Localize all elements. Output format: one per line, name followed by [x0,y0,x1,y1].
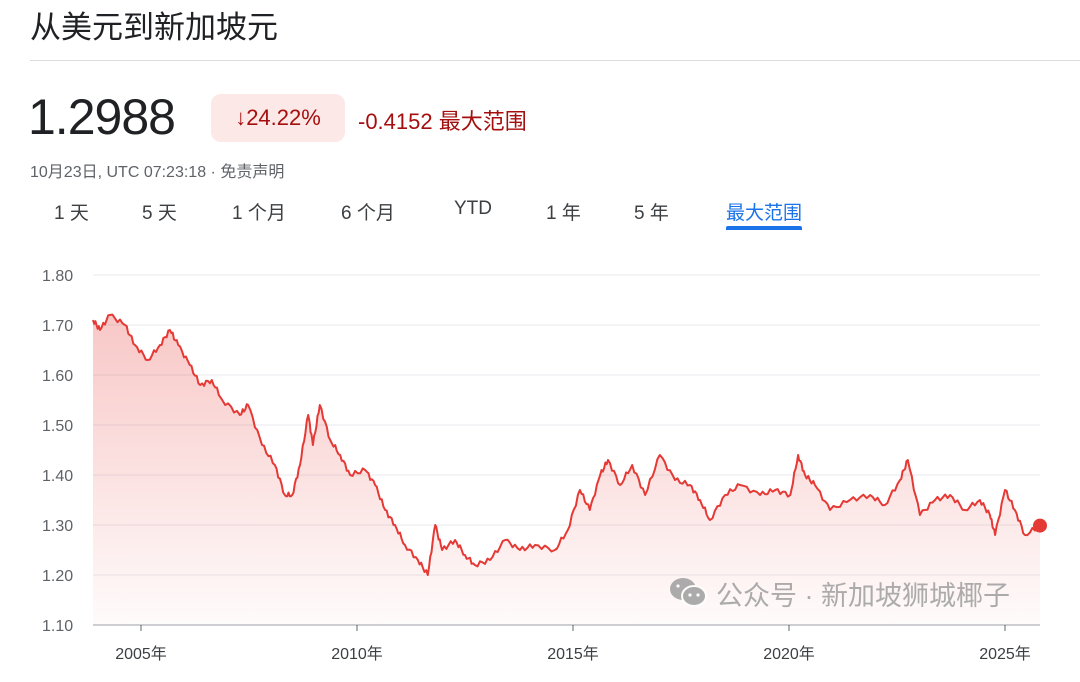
current-point-marker [1032,518,1047,533]
range-label: 最大范围 [438,109,527,134]
y-tick-label: 1.50 [42,418,73,435]
page-title: 从美元到新加坡元 [30,10,278,46]
current-price: 1.2988 [28,89,176,145]
tab-5y[interactable]: 5 年 [634,203,669,224]
y-tick-label: 1.10 [42,618,73,635]
change-value: -0.4152 [358,109,433,134]
tab-max[interactable]: 最大范围 [726,198,803,230]
y-tick-label: 1.30 [42,518,73,535]
area-fill [93,314,1040,625]
y-tick-label: 1.70 [42,318,73,335]
y-tick-label: 1.60 [42,368,73,385]
wechat-icon [668,576,708,617]
x-tick-label: 2025年 [979,645,1031,663]
x-tick-label: 2010年 [331,645,383,663]
watermark-text: 公众号 · 新加坡狮城椰子 [716,581,1010,611]
y-tick-label: 1.40 [42,468,73,485]
y-tick-label: 1.80 [42,268,73,285]
divider [30,60,1080,61]
price-line [92,313,1041,576]
timestamp-disclaimer[interactable]: 10月23日, UTC 07:23:18 · 免责声明 [30,164,285,181]
tab-1y[interactable]: 1 年 [546,203,581,224]
x-tick-label: 2020年 [763,645,815,663]
arrow-down-icon: ↓ [235,105,247,130]
x-tick-label: 2005年 [115,645,167,663]
tab-ytd[interactable]: YTD [454,198,492,219]
tab-1d[interactable]: 1 天 [54,203,89,224]
watermark: 公众号 · 新加坡狮城椰子 [668,576,1010,617]
tab-6m[interactable]: 6 个月 [341,203,395,224]
change-percent-badge: ↓ 24.22% [211,94,345,142]
change-percent: 24.22% [246,105,321,130]
tab-5d[interactable]: 5 天 [142,203,177,224]
x-tick-label: 2015年 [547,645,599,663]
change-absolute: -0.4152 最大范围 [358,104,527,136]
y-tick-label: 1.20 [42,568,73,585]
tab-1m[interactable]: 1 个月 [232,203,286,224]
